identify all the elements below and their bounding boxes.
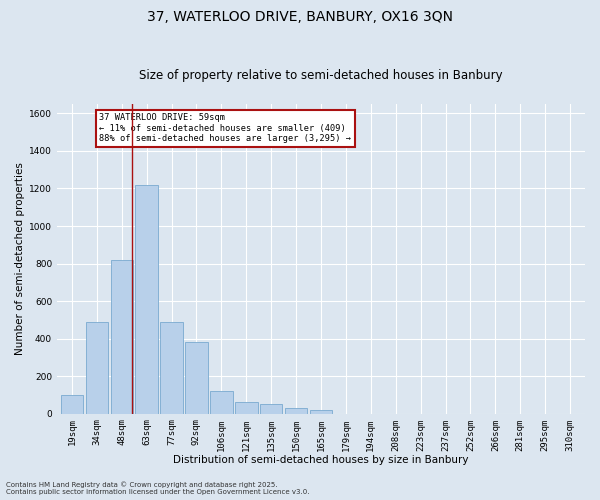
Bar [210,391,233,413]
Bar [61,395,83,413]
Bar [185,342,208,413]
Text: Contains HM Land Registry data © Crown copyright and database right 2025.
Contai: Contains HM Land Registry data © Crown c… [6,482,310,495]
Bar [86,322,108,414]
Bar [260,404,283,413]
Bar [310,410,332,414]
Bar [285,408,307,414]
X-axis label: Distribution of semi-detached houses by size in Banbury: Distribution of semi-detached houses by … [173,455,469,465]
Text: 37 WATERLOO DRIVE: 59sqm
← 11% of semi-detached houses are smaller (409)
88% of : 37 WATERLOO DRIVE: 59sqm ← 11% of semi-d… [99,114,351,143]
Bar [235,402,257,413]
Bar [110,260,133,414]
Title: Size of property relative to semi-detached houses in Banbury: Size of property relative to semi-detach… [139,69,503,82]
Y-axis label: Number of semi-detached properties: Number of semi-detached properties [15,162,25,356]
Text: 37, WATERLOO DRIVE, BANBURY, OX16 3QN: 37, WATERLOO DRIVE, BANBURY, OX16 3QN [147,10,453,24]
Bar [136,184,158,414]
Bar [160,322,183,414]
